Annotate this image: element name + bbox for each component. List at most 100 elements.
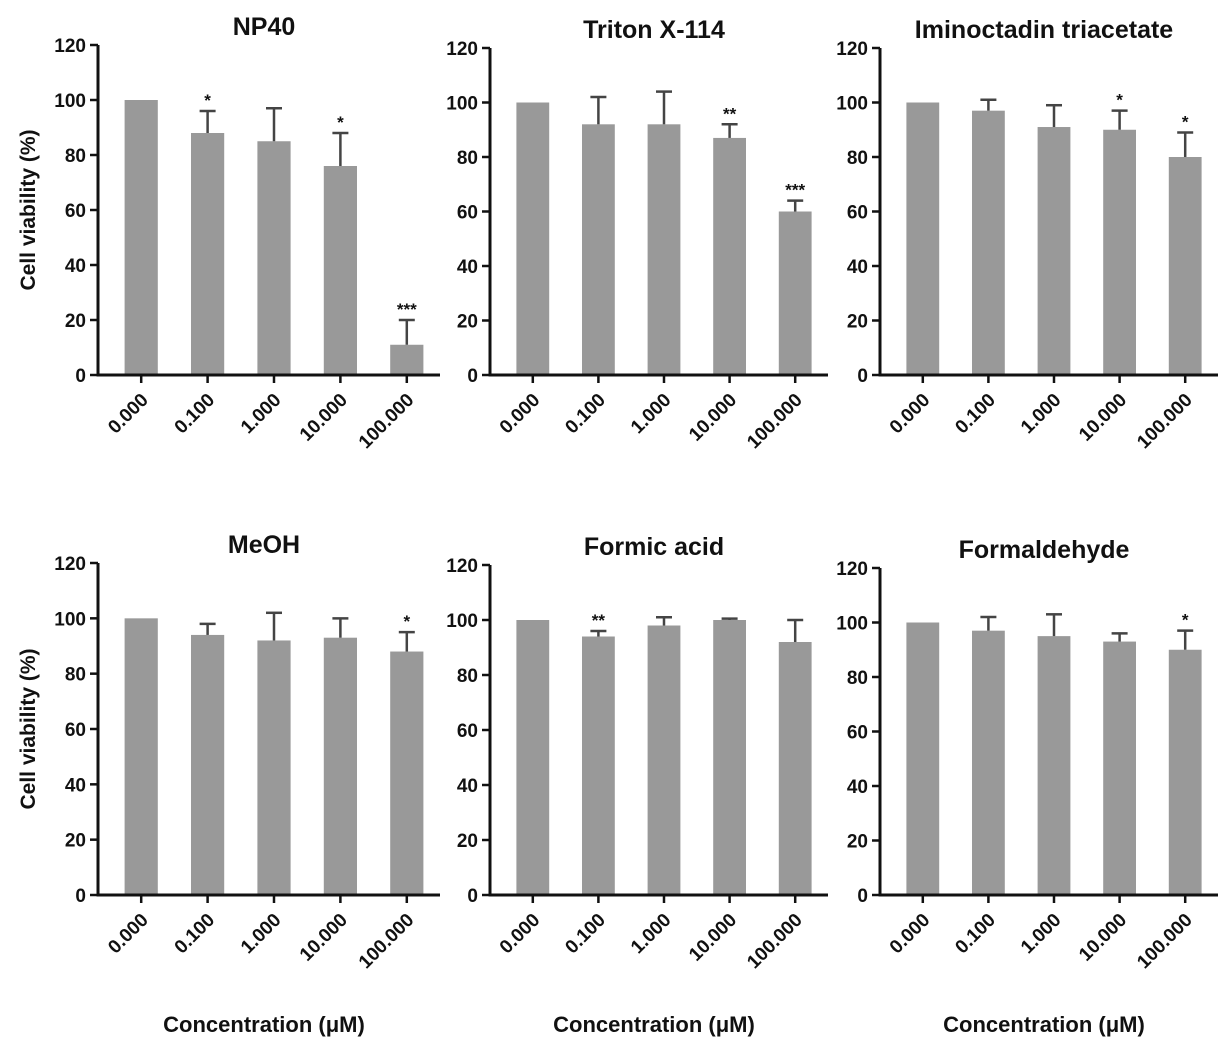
x-tick-label: 100.000 [355, 910, 418, 973]
bar [1103, 129, 1136, 375]
x-tick-label: 1.000 [1017, 390, 1065, 438]
significance-marker: *** [397, 300, 417, 319]
x-tick-label: 0.000 [886, 390, 934, 438]
x-tick-label: 0.000 [104, 390, 152, 438]
y-tick-label: 60 [847, 203, 868, 224]
y-tick-label: 60 [65, 720, 86, 741]
x-tick-label: 0.100 [561, 390, 609, 438]
chart-title: Formic acid [584, 533, 724, 561]
x-tick-label: 10.000 [685, 390, 741, 446]
y-tick-label: 80 [65, 146, 86, 167]
x-axis-label: Concentration (μM) [553, 1012, 755, 1037]
bar [778, 211, 812, 375]
bar [1168, 649, 1202, 895]
x-tick-label: 0.100 [171, 910, 219, 958]
chart-panel-5: Formic acid ** 0 20 40 60 80 100 120 0.000 0.100 1.… [446, 533, 828, 1037]
significance-marker: * [1182, 611, 1189, 630]
x-tick-label: 1.000 [627, 910, 675, 958]
y-tick-label: 100 [54, 609, 86, 630]
x-tick-label: 10.000 [1075, 910, 1131, 966]
significance-marker: * [337, 113, 344, 132]
x-tick-label: 1.000 [237, 910, 285, 958]
y-tick-label: 20 [65, 831, 86, 852]
x-tick-label: 10.000 [685, 910, 741, 966]
y-tick-label: 80 [847, 668, 868, 689]
x-tick-label: 10.000 [296, 910, 352, 966]
y-tick-label: 40 [457, 257, 478, 278]
bar [647, 625, 681, 895]
y-tick-label: 80 [457, 148, 478, 169]
significance-marker: * [403, 612, 410, 631]
significance-marker: ** [592, 611, 606, 630]
y-tick-label: 100 [836, 614, 868, 635]
bar [713, 620, 746, 895]
chart-panel-4: MeOH Cell viability (%) * 0 20 40 60 80 100 120 0.… [17, 531, 440, 1037]
bar [124, 100, 158, 375]
bar [516, 102, 550, 375]
bar [390, 651, 424, 895]
x-axis-label: Concentration (μM) [163, 1012, 365, 1037]
y-tick-label: 120 [446, 556, 478, 577]
bar [1103, 641, 1136, 895]
y-tick-label: 80 [65, 665, 86, 686]
bar [1037, 127, 1071, 376]
x-tick-label: 0.000 [496, 390, 544, 438]
bar [906, 622, 940, 895]
y-tick-label: 40 [65, 775, 86, 796]
x-tick-label: 0.100 [951, 390, 999, 438]
x-tick-label: 100.000 [355, 390, 418, 453]
bar [972, 110, 1005, 376]
y-tick-label: 100 [54, 91, 86, 112]
chart-title: Triton X-114 [583, 16, 725, 44]
x-tick-label: 100.000 [1133, 390, 1196, 453]
y-tick-label: 0 [857, 366, 868, 387]
x-tick-label: 1.000 [627, 390, 675, 438]
x-tick-label: 100.000 [743, 910, 806, 973]
significance-marker: ** [723, 104, 737, 123]
y-tick-label: 120 [54, 36, 86, 57]
x-tick-label: 1.000 [237, 390, 285, 438]
y-tick-label: 120 [54, 554, 86, 575]
y-tick-label: 80 [457, 666, 478, 687]
y-tick-label: 100 [446, 611, 478, 632]
y-tick-label: 60 [457, 721, 478, 742]
bar [323, 637, 357, 895]
y-tick-label: 40 [457, 776, 478, 797]
y-tick-label: 0 [857, 886, 868, 907]
bar [582, 124, 615, 375]
bar [390, 344, 424, 375]
bar [713, 137, 746, 375]
x-tick-label: 100.000 [1133, 910, 1196, 973]
bar [647, 124, 681, 375]
y-tick-label: 120 [836, 559, 868, 580]
bar [516, 620, 550, 895]
chart-panel-6: Formaldehyde * 0 20 40 60 80 100 120 0.000 0.100 1.… [836, 536, 1218, 1037]
y-tick-label: 100 [446, 94, 478, 115]
bar [124, 618, 158, 895]
x-tick-label: 100.000 [743, 390, 806, 453]
y-tick-label: 100 [836, 94, 868, 115]
y-tick-label: 60 [65, 201, 86, 222]
y-tick-label: 60 [847, 723, 868, 744]
x-tick-label: 0.000 [496, 910, 544, 958]
y-tick-label: 40 [65, 256, 86, 277]
x-tick-label: 0.100 [951, 910, 999, 958]
y-tick-label: 20 [847, 832, 868, 853]
x-tick-label: 10.000 [1075, 390, 1131, 446]
y-tick-label: 80 [847, 148, 868, 169]
y-tick-label: 0 [467, 366, 478, 387]
chart-title: MeOH [228, 531, 300, 559]
y-tick-label: 20 [457, 831, 478, 852]
y-tick-label: 0 [75, 886, 86, 907]
bar [257, 640, 291, 895]
y-tick-label: 60 [457, 203, 478, 224]
bar [778, 642, 812, 895]
y-tick-label: 20 [847, 312, 868, 333]
bar [1037, 636, 1071, 895]
x-tick-label: 0.100 [171, 390, 219, 438]
x-tick-label: 0.000 [104, 910, 152, 958]
y-tick-label: 120 [446, 39, 478, 60]
y-tick-label: 0 [467, 886, 478, 907]
bar [906, 102, 940, 375]
